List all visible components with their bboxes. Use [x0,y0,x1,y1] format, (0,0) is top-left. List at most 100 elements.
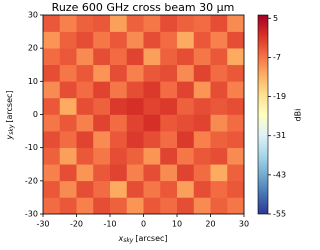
heatmap-cell [177,97,195,115]
heatmap-cell [110,81,128,99]
heatmap-cell [160,81,178,99]
heatmap-cell [227,114,245,132]
heatmap-cell [43,97,61,115]
y-tick-label: 0 [33,110,38,119]
heatmap-cell [193,131,211,148]
heatmap-cell [93,114,111,132]
heatmap-cell [43,197,61,215]
heatmap-cell [110,48,128,66]
heatmap-cell [43,164,61,182]
heatmap-cell [177,131,195,148]
heatmap-cell [210,164,228,182]
heatmap-cell [93,97,111,115]
heatmap-cell [76,147,94,165]
y-tick-label: 20 [28,44,38,53]
heatmap-cell [76,15,94,32]
heatmap-cell [76,97,94,115]
heatmap-cell [143,81,161,99]
heatmap-cell [76,48,94,66]
heatmap-cell [193,180,211,198]
heatmap-cell [227,97,245,115]
heatmap-cell [59,147,77,165]
x-tick-label: 30 [239,220,249,229]
heatmap-cell [160,15,178,32]
x-label-symbol: x [117,234,123,243]
heatmap-cell [59,131,77,148]
heatmap-cell [126,180,144,198]
heatmap-cell [227,180,245,198]
heatmap-cell [126,31,144,49]
heatmap-cell [177,147,195,165]
heatmap-cell [93,131,111,148]
heatmap-cell [126,197,144,215]
y-tick-label: 10 [28,77,38,86]
heatmap-cell [160,147,178,165]
heatmap-cell [43,48,61,66]
heatmap-cell [143,180,161,198]
heatmap-cell [59,15,77,32]
heatmap-cell [143,164,161,182]
heatmap-cell [126,147,144,165]
x-label-subscript: sky [123,237,134,244]
heatmap-cell [210,131,228,148]
x-label-unit: [arcsec] [135,234,167,243]
heatmap-cell [193,31,211,49]
heatmap-cell [110,15,128,32]
heatmap-cell [76,81,94,99]
y-tick-label: -30 [25,210,38,219]
heatmap-cell [210,114,228,132]
heatmap-cell [43,31,61,49]
heatmap-cell [177,180,195,198]
heatmap-cell [160,164,178,182]
heatmap-cell [143,131,161,148]
heatmap-cell [59,164,77,182]
heatmap-cell [126,81,144,99]
heatmap-cell [59,197,77,215]
heatmap-cell [76,31,94,49]
heatmap-cell [193,15,211,32]
heatmap-cell [126,15,144,32]
heatmap-cell [143,114,161,132]
heatmap-cell [227,15,245,32]
heatmap-cell [143,197,161,215]
heatmap-cell [110,147,128,165]
y-tick-label: 30 [28,11,38,20]
heatmap-cell [76,180,94,198]
heatmap-cell [76,164,94,182]
heatmap-cell [59,48,77,66]
heatmap-cell [126,164,144,182]
heatmap-cell [160,64,178,82]
heatmap-cell [177,15,195,32]
heatmap-cell [177,31,195,49]
heatmap-cell [193,64,211,82]
heatmap-cell [227,81,245,99]
heatmap-cell [143,64,161,82]
heatmap-cell [43,15,61,32]
heatmap-cell [210,81,228,99]
heatmap-cell [193,164,211,182]
heatmap-cell [93,197,111,215]
colorbar [257,14,269,215]
colorbar-label: dBi [294,109,303,122]
heatmap-cell [43,131,61,148]
heatmap-cell [110,64,128,82]
colorbar-tick-label: -43 [273,170,286,179]
page: Ruze 600 GHz cross beam 30 μm xsky [arcse… [4,1,303,244]
chart-title: Ruze 600 GHz cross beam 30 μm [52,1,235,14]
heatmap-cell [93,15,111,32]
heatmap-cell [126,114,144,132]
heatmap-cell [43,114,61,132]
heatmap-cell [177,197,195,215]
y-tick-label: -20 [25,176,38,185]
heatmap-cell [227,48,245,66]
heatmap-cell [143,147,161,165]
heatmap-cell [210,147,228,165]
heatmap-cell [76,197,94,215]
heatmap-cell [210,97,228,115]
heatmap-cell [59,180,77,198]
y-label-symbol: y [5,135,14,141]
x-tick-label: 10 [172,220,182,229]
heatmap-cell [110,31,128,49]
y-tick-label: -10 [25,143,38,152]
heatmap-cell [210,15,228,32]
